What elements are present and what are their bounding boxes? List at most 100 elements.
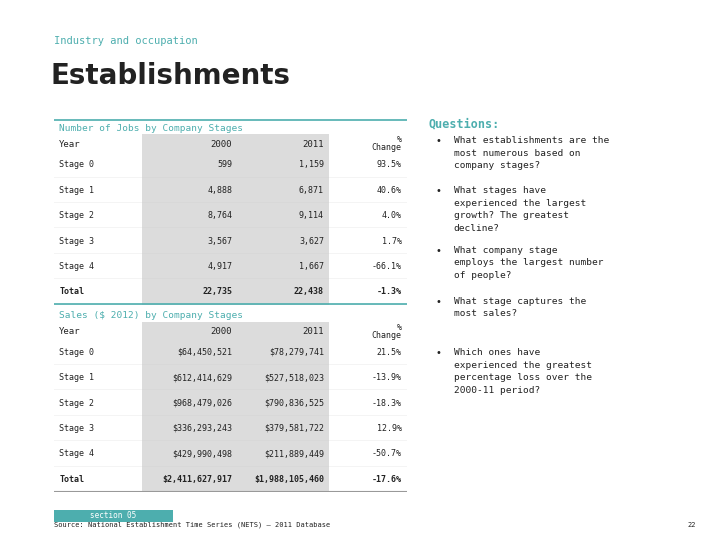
- Bar: [54, 279, 142, 305]
- Text: -50.7%: -50.7%: [372, 449, 402, 458]
- Bar: [238, 322, 329, 340]
- Text: 4.0%: 4.0%: [382, 211, 402, 220]
- Text: $527,518,023: $527,518,023: [264, 373, 324, 382]
- Text: -66.1%: -66.1%: [372, 262, 402, 271]
- Bar: [142, 416, 238, 441]
- Text: •: •: [436, 348, 441, 359]
- Text: Industry and occupation: Industry and occupation: [54, 36, 198, 46]
- Text: $211,889,449: $211,889,449: [264, 449, 324, 458]
- Text: %: %: [397, 136, 402, 144]
- Text: Stage 4: Stage 4: [59, 449, 94, 458]
- Text: 3,627: 3,627: [299, 237, 324, 246]
- Bar: [329, 416, 407, 441]
- Bar: [142, 228, 238, 254]
- Text: -17.6%: -17.6%: [372, 475, 402, 484]
- Text: $2,411,627,917: $2,411,627,917: [162, 475, 232, 484]
- Bar: [329, 254, 407, 279]
- Text: Sales ($ 2012) by Company Stages: Sales ($ 2012) by Company Stages: [59, 310, 243, 320]
- Bar: [238, 390, 329, 416]
- Text: Stage 2: Stage 2: [59, 211, 94, 220]
- Text: 6,871: 6,871: [299, 186, 324, 195]
- Text: 21.5%: 21.5%: [377, 348, 402, 357]
- Text: Stage 1: Stage 1: [59, 186, 94, 195]
- Text: •: •: [436, 297, 441, 307]
- Bar: [54, 467, 142, 492]
- Text: Year: Year: [59, 327, 81, 336]
- Text: $612,414,629: $612,414,629: [172, 373, 232, 382]
- Text: -13.9%: -13.9%: [372, 373, 402, 382]
- Bar: [142, 203, 238, 228]
- Bar: [54, 203, 142, 228]
- Bar: [54, 228, 142, 254]
- Text: 2000: 2000: [211, 327, 232, 336]
- Text: $1,988,105,460: $1,988,105,460: [254, 475, 324, 484]
- Bar: [142, 254, 238, 279]
- Text: Stage 0: Stage 0: [59, 160, 94, 170]
- Bar: [238, 279, 329, 305]
- Text: Number of Jobs by Company Stages: Number of Jobs by Company Stages: [59, 124, 243, 133]
- Bar: [142, 365, 238, 390]
- Text: $968,479,026: $968,479,026: [172, 399, 232, 408]
- Text: $78,279,741: $78,279,741: [269, 348, 324, 357]
- Text: 12.9%: 12.9%: [377, 424, 402, 433]
- Text: Source: National Establishment Time Series (NETS) – 2011 Database: Source: National Establishment Time Seri…: [54, 522, 330, 528]
- Bar: [142, 467, 238, 492]
- Bar: [238, 203, 329, 228]
- Text: Year: Year: [59, 140, 81, 149]
- Bar: [238, 467, 329, 492]
- Bar: [238, 416, 329, 441]
- Bar: [142, 279, 238, 305]
- Text: 2011: 2011: [302, 140, 324, 149]
- Text: 8,764: 8,764: [207, 211, 232, 220]
- Bar: [54, 340, 142, 365]
- Bar: [142, 134, 238, 152]
- Text: 4,888: 4,888: [207, 186, 232, 195]
- Bar: [238, 152, 329, 178]
- Text: Change: Change: [372, 143, 402, 152]
- Bar: [329, 340, 407, 365]
- Text: %: %: [397, 323, 402, 332]
- Text: -1.3%: -1.3%: [377, 287, 402, 296]
- Bar: [329, 441, 407, 467]
- Text: $64,450,521: $64,450,521: [177, 348, 232, 357]
- Bar: [54, 152, 142, 178]
- Bar: [238, 441, 329, 467]
- Text: 599: 599: [217, 160, 232, 170]
- Bar: [142, 441, 238, 467]
- Bar: [142, 152, 238, 178]
- Bar: [329, 467, 407, 492]
- Text: $790,836,525: $790,836,525: [264, 399, 324, 408]
- Text: What establishments are the
most numerous based on
company stages?: What establishments are the most numerou…: [454, 136, 609, 170]
- Bar: [54, 365, 142, 390]
- Text: section 05: section 05: [90, 511, 137, 520]
- Text: What stage captures the
most sales?: What stage captures the most sales?: [454, 297, 586, 319]
- Text: Stage 2: Stage 2: [59, 399, 94, 408]
- Text: 22: 22: [688, 522, 696, 528]
- Bar: [238, 228, 329, 254]
- Bar: [54, 390, 142, 416]
- Text: Total: Total: [59, 475, 84, 484]
- Bar: [54, 416, 142, 441]
- Bar: [329, 279, 407, 305]
- Bar: [238, 340, 329, 365]
- Text: 40.6%: 40.6%: [377, 186, 402, 195]
- Bar: [54, 254, 142, 279]
- Text: Total: Total: [59, 287, 84, 296]
- Text: Stage 3: Stage 3: [59, 237, 94, 246]
- Text: What company stage
employs the largest number
of people?: What company stage employs the largest n…: [454, 246, 603, 280]
- Text: 93.5%: 93.5%: [377, 160, 402, 170]
- Bar: [329, 228, 407, 254]
- Bar: [329, 390, 407, 416]
- Bar: [329, 203, 407, 228]
- Text: 22,438: 22,438: [294, 287, 324, 296]
- Bar: [54, 441, 142, 467]
- Text: •: •: [436, 136, 441, 146]
- Text: 3,567: 3,567: [207, 237, 232, 246]
- Text: 1,159: 1,159: [299, 160, 324, 170]
- Text: Establishments: Establishments: [50, 62, 290, 90]
- Text: 2000: 2000: [211, 140, 232, 149]
- Text: 9,114: 9,114: [299, 211, 324, 220]
- Text: •: •: [436, 246, 441, 256]
- Bar: [329, 178, 407, 203]
- Text: 22,735: 22,735: [202, 287, 232, 296]
